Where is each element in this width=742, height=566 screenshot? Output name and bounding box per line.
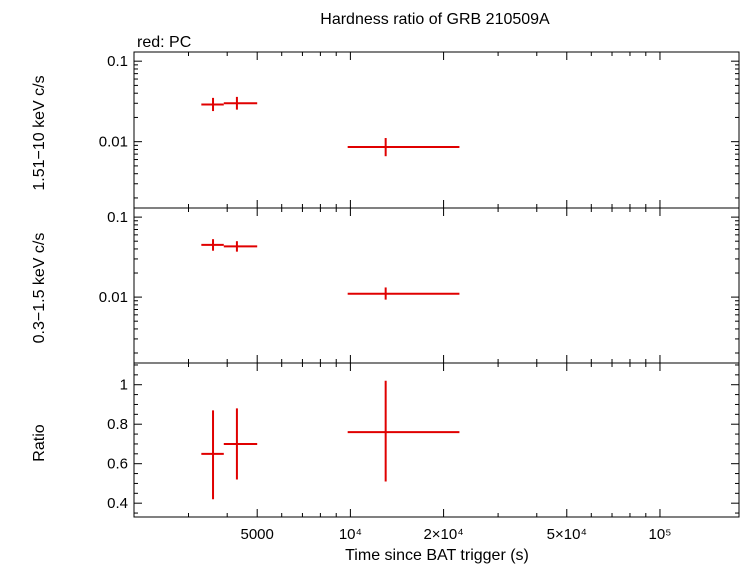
panel-frame-hard (133, 51, 740, 209)
x-tick-label: 10⁴ (339, 526, 362, 543)
x-tick-label: 10⁵ (649, 526, 672, 543)
y-tick-label-hard: 0.1 (107, 53, 128, 70)
panels-group: 0.1 0.01 1.51−10 keV c/s 0.1 0.01 0.3−1.5 keV… (31, 51, 740, 543)
x-tick-label: 2×10⁴ (423, 526, 463, 543)
x-axis-label: Time since BAT trigger (s) (345, 547, 529, 564)
panel-frame-ratio (133, 362, 740, 518)
y-tick-label-ratio: 0.4 (107, 495, 128, 512)
y-axis-label-soft: 0.3−1.5 keV c/s (31, 233, 48, 344)
chart-title: Hardness ratio of GRB 210509A (320, 11, 550, 28)
panel-frame-soft (133, 207, 740, 364)
y-axis-label-hard: 1.51−10 keV c/s (31, 75, 48, 190)
y-tick-label-hard: 0.01 (99, 134, 128, 151)
y-tick-label-soft: 0.01 (99, 289, 128, 306)
y-tick-label-ratio: 0.8 (107, 416, 128, 433)
y-axis-label-ratio: Ratio (31, 424, 48, 461)
y-tick-label-soft: 0.1 (107, 209, 128, 226)
x-tick-label: 5×10⁴ (547, 526, 587, 543)
y-tick-label-ratio: 0.6 (107, 456, 128, 473)
y-tick-label-ratio: 1 (120, 377, 128, 394)
x-tick-label: 5000 (241, 526, 274, 543)
legend-note: red: PC (137, 34, 191, 51)
